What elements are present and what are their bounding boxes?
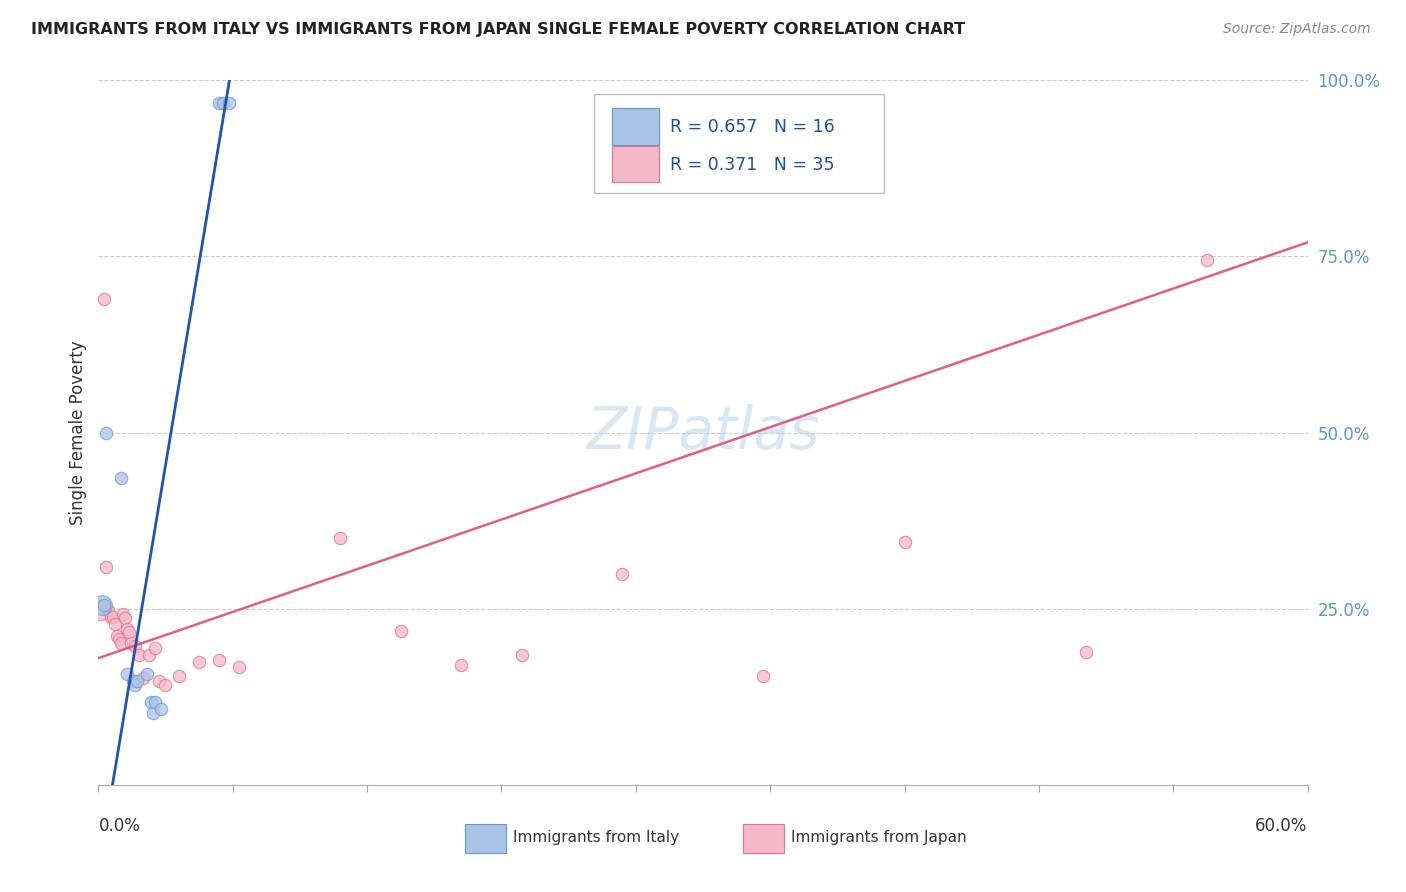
Text: 0.0%: 0.0% [98,817,141,835]
Point [121,673,143,688]
Point [103,617,125,632]
Text: Immigrants from Japan: Immigrants from Japan [792,830,967,846]
FancyBboxPatch shape [613,145,659,183]
FancyBboxPatch shape [465,823,506,854]
Text: R = 0.371   N = 35: R = 0.371 N = 35 [671,156,835,174]
Point [167,669,190,683]
Y-axis label: Single Female Poverty: Single Female Poverty [69,341,87,524]
Text: Source: ZipAtlas.com: Source: ZipAtlas.com [1223,22,1371,37]
Point [97,603,120,617]
Text: ZIPatlas: ZIPatlas [586,404,820,461]
Point [93,292,115,306]
Point [752,669,775,683]
FancyBboxPatch shape [742,823,785,854]
Point [1074,645,1097,659]
Point [143,695,166,709]
Point [107,632,129,646]
Point [93,599,115,613]
Point [135,666,157,681]
Point [110,471,132,485]
FancyBboxPatch shape [595,95,884,193]
FancyBboxPatch shape [613,109,659,145]
Point [125,673,148,688]
Point [105,629,128,643]
Point [132,671,155,685]
Point [110,635,132,649]
Point [389,624,412,639]
Point [115,622,138,636]
Point [91,599,114,613]
Text: IMMIGRANTS FROM ITALY VS IMMIGRANTS FROM JAPAN SINGLE FEMALE POVERTY CORRELATION: IMMIGRANTS FROM ITALY VS IMMIGRANTS FROM… [31,22,965,37]
Point [212,95,235,110]
Point [142,706,165,720]
Point [115,666,138,681]
Point [148,674,170,689]
Point [1195,252,1218,267]
Point [218,95,240,110]
Point [101,610,124,624]
Point [188,655,211,669]
Text: Immigrants from Italy: Immigrants from Italy [513,830,679,846]
Point [118,625,141,640]
Point [143,640,166,655]
Point [114,611,136,625]
Text: 60.0%: 60.0% [1256,817,1308,835]
Point [89,603,111,617]
Point [128,648,150,662]
Point [153,678,176,692]
Point [450,658,472,673]
Point [228,660,250,674]
Point [612,566,634,581]
Point [124,639,146,653]
Point [111,607,134,622]
Point [96,559,118,574]
Point [100,610,122,624]
Point [139,695,162,709]
Point [208,95,231,110]
Point [208,652,231,666]
Point [149,702,172,716]
Point [893,534,915,549]
Point [120,635,142,649]
Point [138,648,160,662]
Point [124,678,146,692]
Point [329,532,352,546]
Point [96,425,118,440]
Point [510,648,533,662]
Text: R = 0.657   N = 16: R = 0.657 N = 16 [671,119,835,136]
